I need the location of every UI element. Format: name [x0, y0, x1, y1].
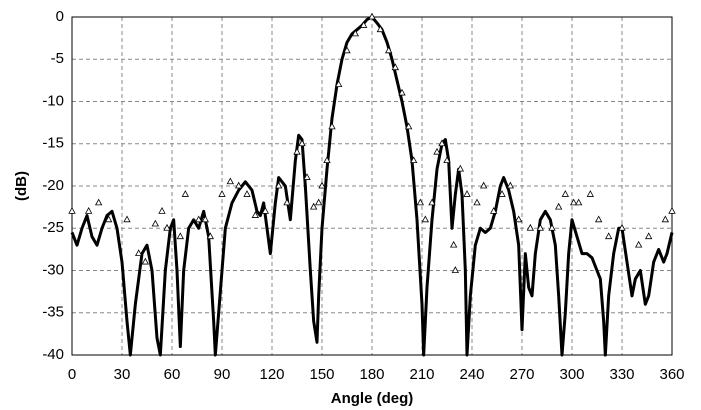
marker	[449, 240, 458, 248]
marker	[314, 198, 323, 206]
y-tick-label: -40	[42, 346, 64, 363]
x-tick-label: 180	[359, 366, 384, 383]
marker	[194, 215, 203, 223]
marker	[134, 249, 143, 256]
marker	[151, 219, 160, 227]
marker	[391, 63, 400, 71]
marker	[283, 198, 291, 206]
marker	[398, 88, 406, 96]
marker	[384, 46, 393, 54]
x-tick-label: 0	[68, 366, 76, 383]
marker	[506, 181, 515, 189]
marker	[298, 139, 306, 147]
x-tick-label: 270	[509, 366, 534, 383]
marker	[201, 215, 210, 223]
marker	[644, 232, 653, 240]
marker	[158, 207, 166, 214]
marker	[274, 181, 283, 189]
marker	[489, 207, 498, 214]
marker	[104, 215, 113, 223]
marker	[668, 207, 676, 214]
marker	[514, 215, 523, 223]
marker	[309, 202, 318, 210]
marker	[261, 207, 270, 214]
marker	[303, 173, 311, 180]
marker	[604, 232, 613, 240]
marker	[451, 266, 460, 273]
marker	[498, 190, 506, 197]
marker	[463, 190, 471, 197]
y-tick-label: -5	[51, 50, 64, 67]
marker	[359, 21, 368, 28]
x-tick-label: 60	[164, 366, 181, 383]
marker	[94, 198, 103, 206]
marker	[554, 202, 563, 210]
marker	[661, 215, 670, 223]
y-tick-label: -20	[42, 177, 64, 194]
marker	[618, 223, 626, 231]
marker	[251, 211, 260, 218]
marker	[181, 190, 190, 197]
x-tick-label: 360	[659, 366, 684, 383]
x-tick-label: 240	[459, 366, 484, 383]
marker	[456, 164, 465, 172]
marker	[206, 232, 215, 240]
marker	[176, 232, 185, 240]
x-tick-label: 330	[609, 366, 634, 383]
marker	[226, 177, 235, 185]
y-axis-title: (dB)	[13, 171, 30, 201]
x-tick-label: 210	[409, 366, 434, 383]
marker	[368, 12, 376, 20]
marker	[409, 156, 418, 164]
marker	[586, 190, 595, 197]
marker	[574, 198, 583, 206]
x-tick-label: 120	[259, 366, 284, 383]
marker	[376, 25, 385, 33]
marker	[443, 156, 451, 164]
marker	[218, 190, 226, 197]
marker	[536, 223, 545, 231]
x-axis-title: Angle (deg)	[331, 390, 414, 407]
y-tick-label: -25	[42, 219, 64, 236]
y-tick-label: 0	[56, 8, 64, 25]
marker	[561, 190, 570, 197]
x-tick-label: 30	[114, 366, 131, 383]
marker	[84, 207, 93, 214]
x-tick-label: 150	[309, 366, 334, 383]
marker	[433, 147, 441, 155]
marker	[526, 223, 535, 231]
y-tick-label: -10	[42, 92, 64, 109]
marker	[594, 215, 603, 223]
marker	[141, 257, 150, 265]
marker	[328, 122, 336, 130]
y-tick-label: -15	[42, 135, 64, 152]
marker	[323, 156, 331, 164]
marker	[334, 80, 343, 87]
y-tick-label: -35	[42, 304, 64, 321]
marker	[479, 181, 488, 189]
marker	[243, 190, 251, 197]
marker	[343, 46, 351, 54]
y-tick-label: -30	[42, 261, 64, 278]
marker	[293, 147, 301, 155]
x-tick-label: 300	[559, 366, 584, 383]
marker	[548, 223, 556, 231]
marker	[438, 139, 446, 147]
marker	[68, 207, 76, 214]
marker	[404, 122, 413, 130]
marker	[234, 181, 243, 189]
marker	[318, 181, 326, 189]
marker	[473, 198, 481, 206]
marker	[351, 29, 360, 37]
marker	[569, 198, 578, 206]
marker	[428, 198, 436, 206]
marker	[163, 223, 171, 231]
x-tick-label: 90	[214, 366, 231, 383]
marker	[416, 198, 425, 206]
marker	[123, 215, 131, 223]
marker	[421, 215, 430, 223]
marker	[634, 240, 643, 248]
